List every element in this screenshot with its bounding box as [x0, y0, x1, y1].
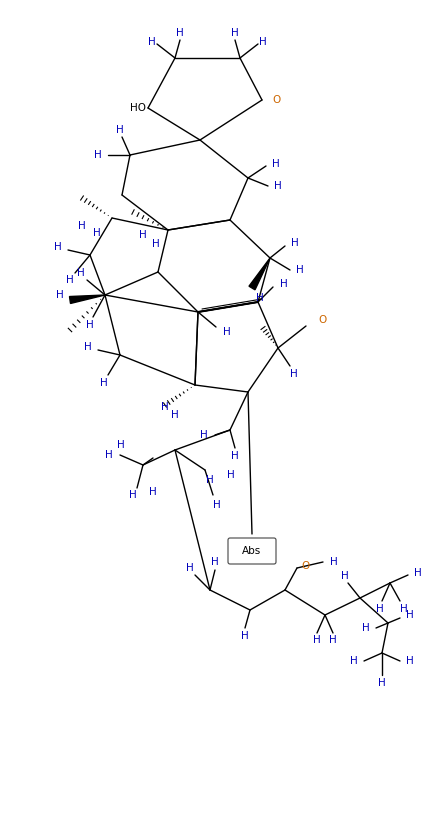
Text: H: H [129, 490, 137, 500]
Text: H: H [330, 557, 338, 567]
Text: H: H [231, 451, 239, 461]
Text: H: H [176, 28, 184, 38]
Text: H: H [93, 228, 101, 238]
Text: H: H [117, 440, 125, 450]
Text: H: H [406, 656, 414, 666]
Text: O: O [318, 315, 326, 325]
Text: Abs: Abs [242, 546, 262, 556]
Text: H: H [350, 656, 358, 666]
Text: H: H [313, 635, 321, 645]
Text: H: H [231, 28, 239, 38]
Text: O: O [272, 95, 280, 105]
Polygon shape [249, 258, 270, 289]
Text: H: H [186, 563, 194, 573]
Text: H: H [414, 568, 422, 578]
Text: H: H [56, 290, 64, 300]
Text: O: O [301, 561, 309, 571]
Text: H: H [78, 221, 86, 231]
Text: H: H [256, 293, 264, 303]
Text: H: H [280, 279, 288, 289]
Text: H: H [227, 470, 235, 480]
Text: H: H [139, 230, 147, 240]
Text: H: H [77, 268, 85, 278]
Text: H: H [378, 678, 386, 688]
Text: HO: HO [130, 103, 146, 113]
Text: H: H [341, 571, 349, 581]
Text: H: H [241, 631, 249, 641]
Text: H: H [274, 181, 282, 191]
Text: H: H [152, 239, 160, 249]
Text: H: H [84, 342, 92, 352]
Text: H: H [149, 487, 157, 497]
Polygon shape [70, 295, 105, 304]
Text: H: H [376, 604, 384, 614]
Text: H: H [362, 623, 370, 633]
FancyBboxPatch shape [228, 538, 276, 564]
Text: H: H [105, 450, 113, 460]
Text: H: H [400, 604, 408, 614]
Text: H: H [291, 238, 299, 248]
Text: H: H [54, 242, 62, 252]
Text: H: H [100, 378, 108, 388]
Text: H: H [66, 275, 74, 285]
Text: H: H [171, 410, 179, 420]
Text: H: H [161, 402, 169, 412]
Text: H: H [86, 320, 94, 330]
Text: H: H [213, 500, 221, 510]
Text: H: H [223, 327, 231, 337]
Text: H: H [329, 635, 337, 645]
Text: H: H [116, 125, 124, 135]
Text: H: H [290, 369, 298, 379]
Text: H: H [148, 37, 156, 47]
Text: H: H [406, 610, 414, 620]
Text: H: H [296, 265, 304, 275]
Text: H: H [94, 150, 102, 160]
Text: H: H [259, 37, 267, 47]
Text: H: H [272, 159, 280, 169]
Text: H: H [200, 430, 208, 440]
Text: H: H [206, 475, 214, 485]
Text: H: H [211, 557, 219, 567]
